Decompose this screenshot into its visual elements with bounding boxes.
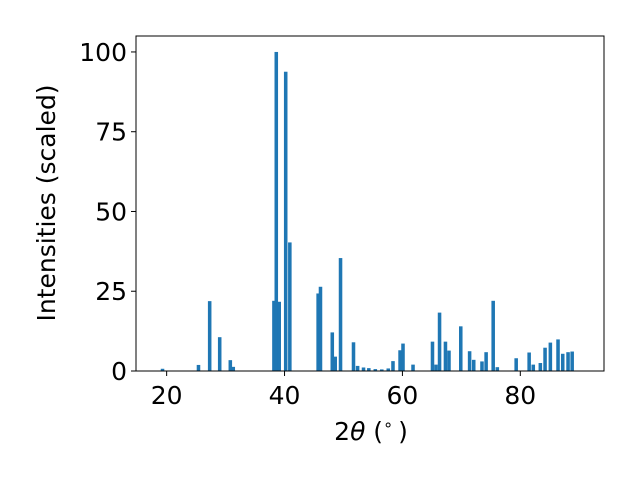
axes-group: 20 40 60 80 0 25 50 75 100 [79,35,605,410]
bar [207,301,212,371]
bars-group [160,51,574,371]
bar [288,242,292,371]
bar [361,367,366,371]
bar [434,364,438,371]
y-tick-label: 50 [95,197,127,226]
bar [570,351,574,371]
bar [480,361,484,371]
bar [398,350,402,371]
bar [495,367,500,371]
x-tick-label: 80 [504,381,536,410]
bar [566,352,570,371]
bar [401,343,405,371]
bar [484,352,488,371]
x-tick-label: 20 [151,381,183,410]
x-tick-label: 40 [269,381,301,410]
bar [543,347,547,371]
bar [367,368,371,371]
y-tick-label: 25 [95,277,127,306]
bar [228,360,233,371]
bar [338,258,343,371]
bar [283,71,288,371]
bar [373,369,378,371]
y-axis-label: Intensities (scaled) [32,84,61,321]
bar [272,300,276,371]
bar [531,364,536,371]
bar [160,368,165,371]
bar [560,353,565,371]
bar [527,352,531,371]
bar [318,286,323,371]
bar [316,293,320,371]
bar [411,364,415,371]
plot-frame [135,35,605,372]
bar [437,312,442,371]
x-tick-label: 60 [387,381,419,410]
bar [548,342,553,371]
bar [333,356,337,371]
bar [443,341,448,371]
bar [391,361,395,371]
bar [514,358,518,371]
y-tick-label: 0 [111,357,127,386]
bar [330,332,335,371]
bar [459,326,463,371]
bar [447,350,451,371]
bar [277,301,281,371]
bar [355,365,360,371]
bar [556,339,560,371]
bar [231,366,236,371]
bar [196,364,201,371]
bar [217,337,222,371]
bar [386,368,391,371]
bar [471,359,476,371]
bar [380,369,384,371]
bar [538,363,543,371]
y-tick-label: 75 [95,118,127,147]
bar [274,51,279,371]
x-axis-label: 2θ (∘ ) [334,415,408,446]
bar [491,300,495,371]
bar [430,341,435,371]
bar [467,351,472,371]
bar [351,342,356,371]
y-tick-label: 100 [79,38,127,67]
